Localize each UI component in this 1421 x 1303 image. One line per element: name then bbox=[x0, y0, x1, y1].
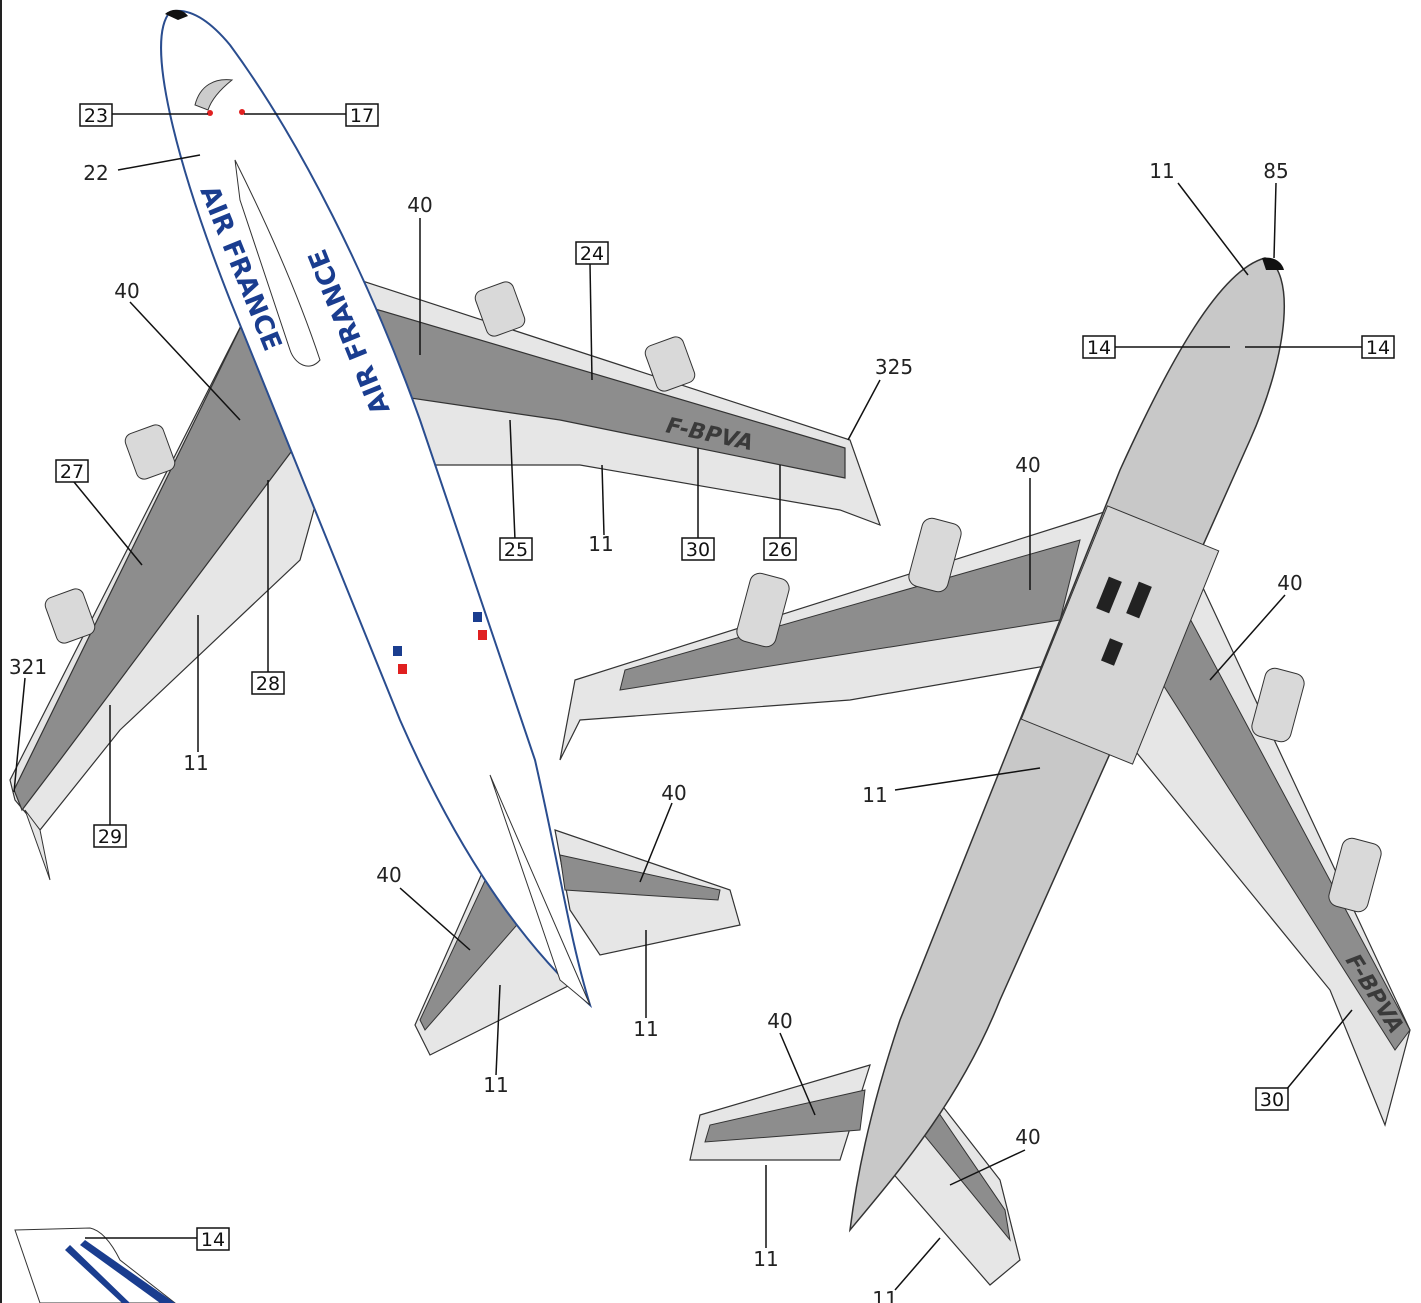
label-11-b: 11 bbox=[183, 751, 208, 775]
label-40-b: 40 bbox=[114, 279, 139, 303]
label-40-a: 40 bbox=[407, 193, 432, 217]
label-11-c: 11 bbox=[633, 1017, 658, 1041]
callout-30-bottom: 30 bbox=[1260, 1089, 1284, 1111]
frame-edge bbox=[0, 0, 2, 1303]
label-40-c: 40 bbox=[661, 781, 686, 805]
callout-29: 29 bbox=[98, 826, 122, 848]
top-view-fuselage bbox=[160, 9, 593, 1009]
bottom-view-aircraft: F-BPVA bbox=[559, 257, 1411, 1286]
label-321: 321 bbox=[9, 655, 47, 679]
label-40-f: 40 bbox=[1277, 571, 1302, 595]
callout-25: 25 bbox=[504, 539, 528, 561]
label-40-g: 40 bbox=[767, 1009, 792, 1033]
label-11-e: 11 bbox=[1149, 159, 1174, 183]
callout-17: 17 bbox=[350, 105, 374, 127]
label-40-h: 40 bbox=[1015, 1125, 1040, 1149]
callout-28: 28 bbox=[256, 673, 280, 695]
partial-view-corner bbox=[14, 1227, 176, 1303]
label-325: 325 bbox=[875, 355, 913, 379]
callout-14-left: 14 bbox=[1087, 337, 1111, 359]
label-11-d: 11 bbox=[483, 1073, 508, 1097]
callout-boxes bbox=[55, 103, 1395, 1251]
callout-14-corner: 14 bbox=[201, 1229, 225, 1251]
callout-14-right: 14 bbox=[1366, 337, 1390, 359]
label-11-f: 11 bbox=[862, 783, 887, 807]
label-85: 85 bbox=[1263, 159, 1288, 183]
top-view-engines bbox=[44, 281, 696, 644]
callout-26: 26 bbox=[768, 539, 792, 561]
label-40-e: 40 bbox=[1015, 453, 1040, 477]
leader-lines bbox=[13, 113, 1362, 1291]
label-40-d: 40 bbox=[376, 863, 401, 887]
callout-30-top: 30 bbox=[686, 539, 710, 561]
label-11-g: 11 bbox=[753, 1247, 778, 1271]
top-view-tailplanes bbox=[414, 829, 741, 1056]
bottom-view-engines bbox=[736, 517, 1382, 913]
top-view-aircraft: AIR FRANCE AIR FRANCE F-BPVA bbox=[9, 9, 881, 1056]
callout-27: 27 bbox=[60, 461, 84, 483]
callout-24: 24 bbox=[580, 243, 604, 265]
bottom-view-fuselage bbox=[848, 257, 1285, 1233]
label-11-h: 11 bbox=[872, 1287, 897, 1303]
label-11-a: 11 bbox=[588, 532, 613, 556]
callout-23: 23 bbox=[84, 105, 108, 127]
label-22: 22 bbox=[83, 161, 108, 185]
